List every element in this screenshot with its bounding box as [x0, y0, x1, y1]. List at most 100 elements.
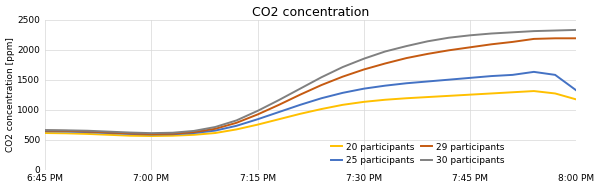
20 participants	[361, 101, 368, 103]
30 participants	[275, 99, 283, 101]
29 participants	[169, 133, 176, 135]
30 participants	[296, 88, 304, 90]
20 participants	[382, 99, 389, 101]
29 participants	[318, 84, 325, 86]
25 participants	[84, 131, 91, 133]
25 participants	[488, 75, 495, 77]
20 participants	[127, 135, 134, 137]
25 participants	[275, 111, 283, 113]
29 participants	[551, 37, 559, 40]
25 participants	[424, 80, 431, 83]
30 participants	[467, 34, 474, 36]
29 participants	[573, 37, 580, 40]
Legend: 20 participants, 25 participants, 29 participants, 30 participants: 20 participants, 25 participants, 29 par…	[331, 143, 504, 165]
29 participants	[254, 113, 261, 115]
25 participants	[148, 133, 155, 136]
20 participants	[212, 132, 219, 134]
29 participants	[382, 62, 389, 65]
30 participants	[254, 110, 261, 112]
30 participants	[148, 132, 155, 134]
30 participants	[573, 29, 580, 31]
25 participants	[233, 125, 240, 127]
29 participants	[488, 43, 495, 45]
30 participants	[509, 31, 516, 33]
20 participants	[424, 96, 431, 98]
20 participants	[403, 97, 410, 99]
20 participants	[488, 92, 495, 94]
20 participants	[190, 134, 197, 136]
30 participants	[551, 29, 559, 32]
29 participants	[339, 76, 346, 78]
30 participants	[233, 119, 240, 122]
29 participants	[275, 104, 283, 106]
30 participants	[488, 32, 495, 35]
29 participants	[106, 131, 113, 134]
25 participants	[169, 133, 176, 135]
30 participants	[339, 66, 346, 68]
30 participants	[127, 131, 134, 134]
20 participants	[573, 98, 580, 101]
30 participants	[424, 40, 431, 43]
29 participants	[403, 57, 410, 59]
Line: 25 participants: 25 participants	[45, 72, 577, 135]
25 participants	[212, 129, 219, 132]
20 participants	[148, 135, 155, 137]
30 participants	[190, 130, 197, 132]
30 participants	[361, 58, 368, 60]
25 participants	[382, 84, 389, 87]
25 participants	[361, 88, 368, 90]
20 participants	[509, 91, 516, 93]
29 participants	[509, 41, 516, 43]
20 participants	[275, 118, 283, 120]
20 participants	[530, 90, 538, 92]
29 participants	[424, 53, 431, 55]
30 participants	[106, 130, 113, 133]
25 participants	[403, 82, 410, 84]
Line: 29 participants: 29 participants	[45, 38, 577, 134]
20 participants	[106, 134, 113, 136]
30 participants	[84, 130, 91, 132]
30 participants	[445, 37, 452, 39]
20 participants	[41, 132, 49, 134]
29 participants	[127, 132, 134, 135]
29 participants	[361, 68, 368, 71]
29 participants	[148, 133, 155, 135]
25 participants	[41, 130, 49, 132]
25 participants	[63, 130, 70, 133]
25 participants	[467, 77, 474, 79]
30 participants	[530, 30, 538, 32]
25 participants	[573, 89, 580, 92]
20 participants	[233, 128, 240, 131]
30 participants	[212, 126, 219, 128]
20 participants	[467, 94, 474, 96]
30 participants	[403, 45, 410, 47]
Line: 30 participants: 30 participants	[45, 30, 577, 133]
25 participants	[254, 118, 261, 120]
20 participants	[296, 113, 304, 115]
20 participants	[84, 133, 91, 135]
29 participants	[530, 38, 538, 40]
29 participants	[190, 131, 197, 133]
29 participants	[467, 46, 474, 48]
29 participants	[296, 94, 304, 96]
20 participants	[169, 135, 176, 137]
25 participants	[318, 97, 325, 99]
25 participants	[551, 74, 559, 76]
30 participants	[63, 129, 70, 132]
20 participants	[254, 123, 261, 126]
Line: 20 participants: 20 participants	[45, 91, 577, 136]
29 participants	[41, 129, 49, 132]
25 participants	[445, 79, 452, 81]
25 participants	[339, 92, 346, 94]
25 participants	[190, 132, 197, 134]
29 participants	[63, 130, 70, 132]
20 participants	[339, 104, 346, 106]
25 participants	[530, 71, 538, 73]
30 participants	[169, 132, 176, 134]
30 participants	[318, 76, 325, 78]
29 participants	[84, 130, 91, 133]
30 participants	[382, 50, 389, 53]
20 participants	[551, 92, 559, 94]
25 participants	[106, 132, 113, 134]
20 participants	[318, 108, 325, 110]
